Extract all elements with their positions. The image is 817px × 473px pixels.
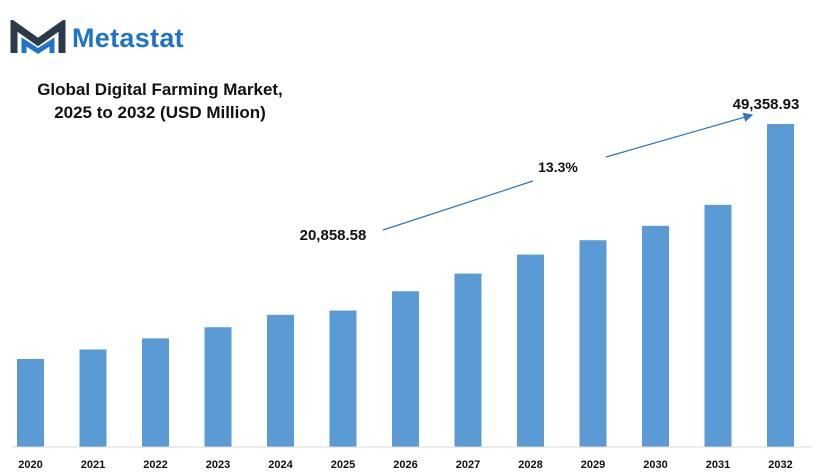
bar-2032 bbox=[767, 124, 794, 447]
x-tick-label: 2029 bbox=[581, 459, 605, 471]
bar-2020 bbox=[17, 358, 44, 447]
bar-2024 bbox=[267, 314, 294, 447]
bar-2028 bbox=[517, 254, 544, 447]
x-tick-label: 2032 bbox=[768, 459, 792, 471]
x-tick-label: 2030 bbox=[643, 459, 667, 471]
chart-title-line2: 2025 to 2032 (USD Million) bbox=[54, 103, 266, 122]
brand-name: Metastat bbox=[72, 22, 184, 53]
bars-group bbox=[17, 124, 794, 447]
x-tick-label: 2026 bbox=[393, 459, 417, 471]
trend-arrow-1 bbox=[382, 180, 534, 231]
bar-2025 bbox=[329, 310, 357, 447]
start-value-label: 20,858.58 bbox=[300, 227, 367, 244]
metastat-m-icon bbox=[10, 20, 66, 54]
trend-arrow-2 bbox=[605, 112, 754, 158]
chart-title-line1: Global Digital Farming Market, bbox=[37, 80, 283, 99]
metastat-logo: Metastat bbox=[10, 18, 184, 58]
x-tick-label: 2023 bbox=[206, 459, 230, 471]
x-tick-label: 2028 bbox=[518, 459, 542, 471]
bar-2021 bbox=[79, 349, 107, 447]
bar-2026 bbox=[392, 291, 419, 447]
bar-2023 bbox=[204, 327, 232, 447]
bar-2030 bbox=[642, 225, 669, 447]
x-tick-label: 2022 bbox=[143, 459, 167, 471]
cagr-label: 13.3% bbox=[538, 159, 578, 175]
x-tick-labels: 2020 2021 2022 2023 2024 2025 2026 2027 2028 2029… bbox=[18, 459, 792, 471]
x-tick-label: 2020 bbox=[18, 459, 42, 471]
bar-2027 bbox=[454, 273, 482, 447]
bar-2029 bbox=[579, 240, 607, 447]
chart-title: Global Digital Farming Market, 2025 to 2… bbox=[10, 78, 310, 124]
x-tick-label: 2025 bbox=[331, 459, 355, 471]
x-tick-label: 2027 bbox=[456, 459, 480, 471]
x-tick-label: 2031 bbox=[706, 459, 730, 471]
end-value-label: 49,358.93 bbox=[733, 96, 800, 113]
x-tick-label: 2021 bbox=[81, 459, 105, 471]
bar-2031 bbox=[704, 204, 732, 447]
bar-2022 bbox=[142, 338, 169, 447]
x-tick-label: 2024 bbox=[268, 459, 293, 471]
